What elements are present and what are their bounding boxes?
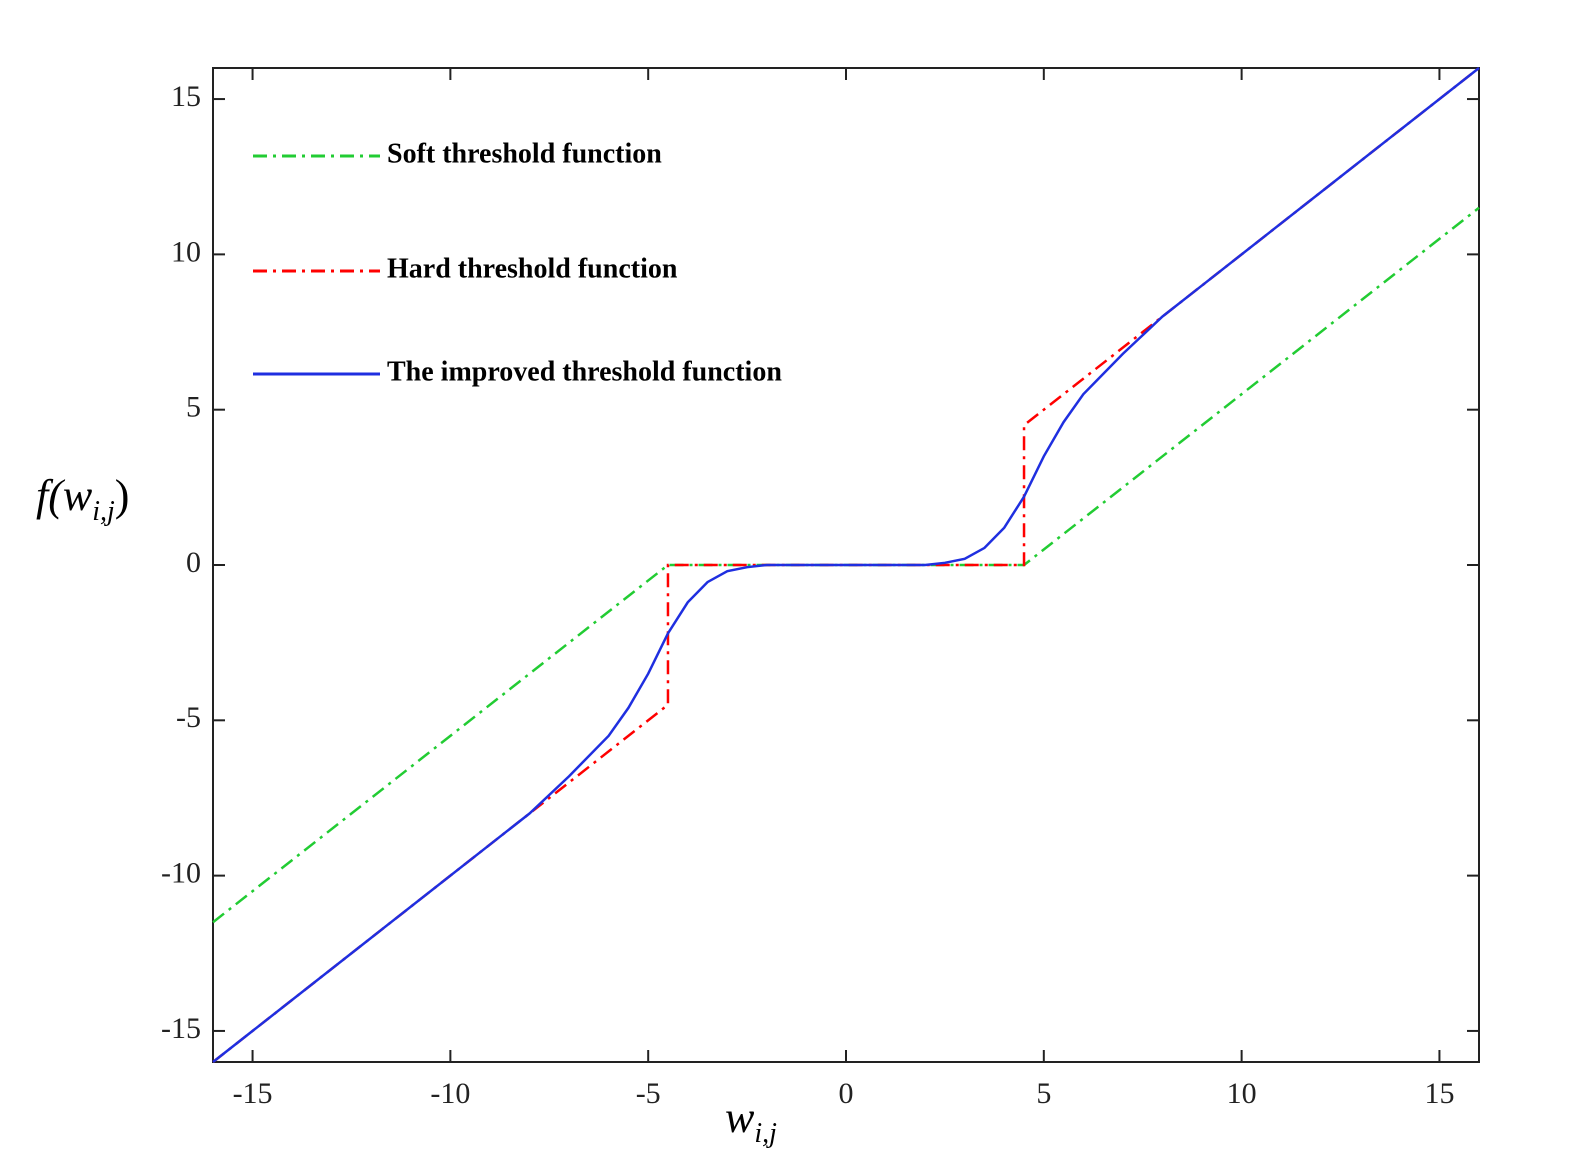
y-axis-label: f(wi,j): [36, 471, 129, 527]
y-tick-label: 0: [186, 546, 201, 579]
y-tick-label: 10: [171, 235, 201, 268]
y-tick-label: -15: [161, 1012, 201, 1045]
legend-label: The improved threshold function: [387, 356, 782, 387]
x-axis-label: wi,j: [725, 1093, 777, 1149]
y-tick-label: 5: [186, 391, 201, 424]
x-tick-label: 0: [839, 1077, 854, 1110]
y-tick-label: -5: [176, 701, 201, 734]
legend-label: Soft threshold function: [387, 138, 662, 169]
legend-label: Hard threshold function: [387, 253, 678, 284]
x-label-sub: i,j: [754, 1118, 777, 1149]
x-tick-label: -5: [636, 1077, 661, 1110]
x-tick-label: -15: [233, 1077, 273, 1110]
y-tick-label: -10: [161, 857, 201, 890]
x-tick-label: 5: [1036, 1077, 1051, 1110]
y-tick-label: 15: [171, 80, 201, 113]
x-label-main: w: [725, 1093, 755, 1142]
y-label-end: ): [115, 471, 130, 520]
x-tick-label: 10: [1227, 1077, 1257, 1110]
x-tick-label: 15: [1424, 1077, 1454, 1110]
x-tick-label: -10: [430, 1077, 470, 1110]
y-label-main: f(w: [36, 471, 93, 520]
series-line: [212, 67, 1480, 1063]
y-label-sub: i,j: [92, 496, 115, 527]
series-line: [212, 67, 1480, 1063]
